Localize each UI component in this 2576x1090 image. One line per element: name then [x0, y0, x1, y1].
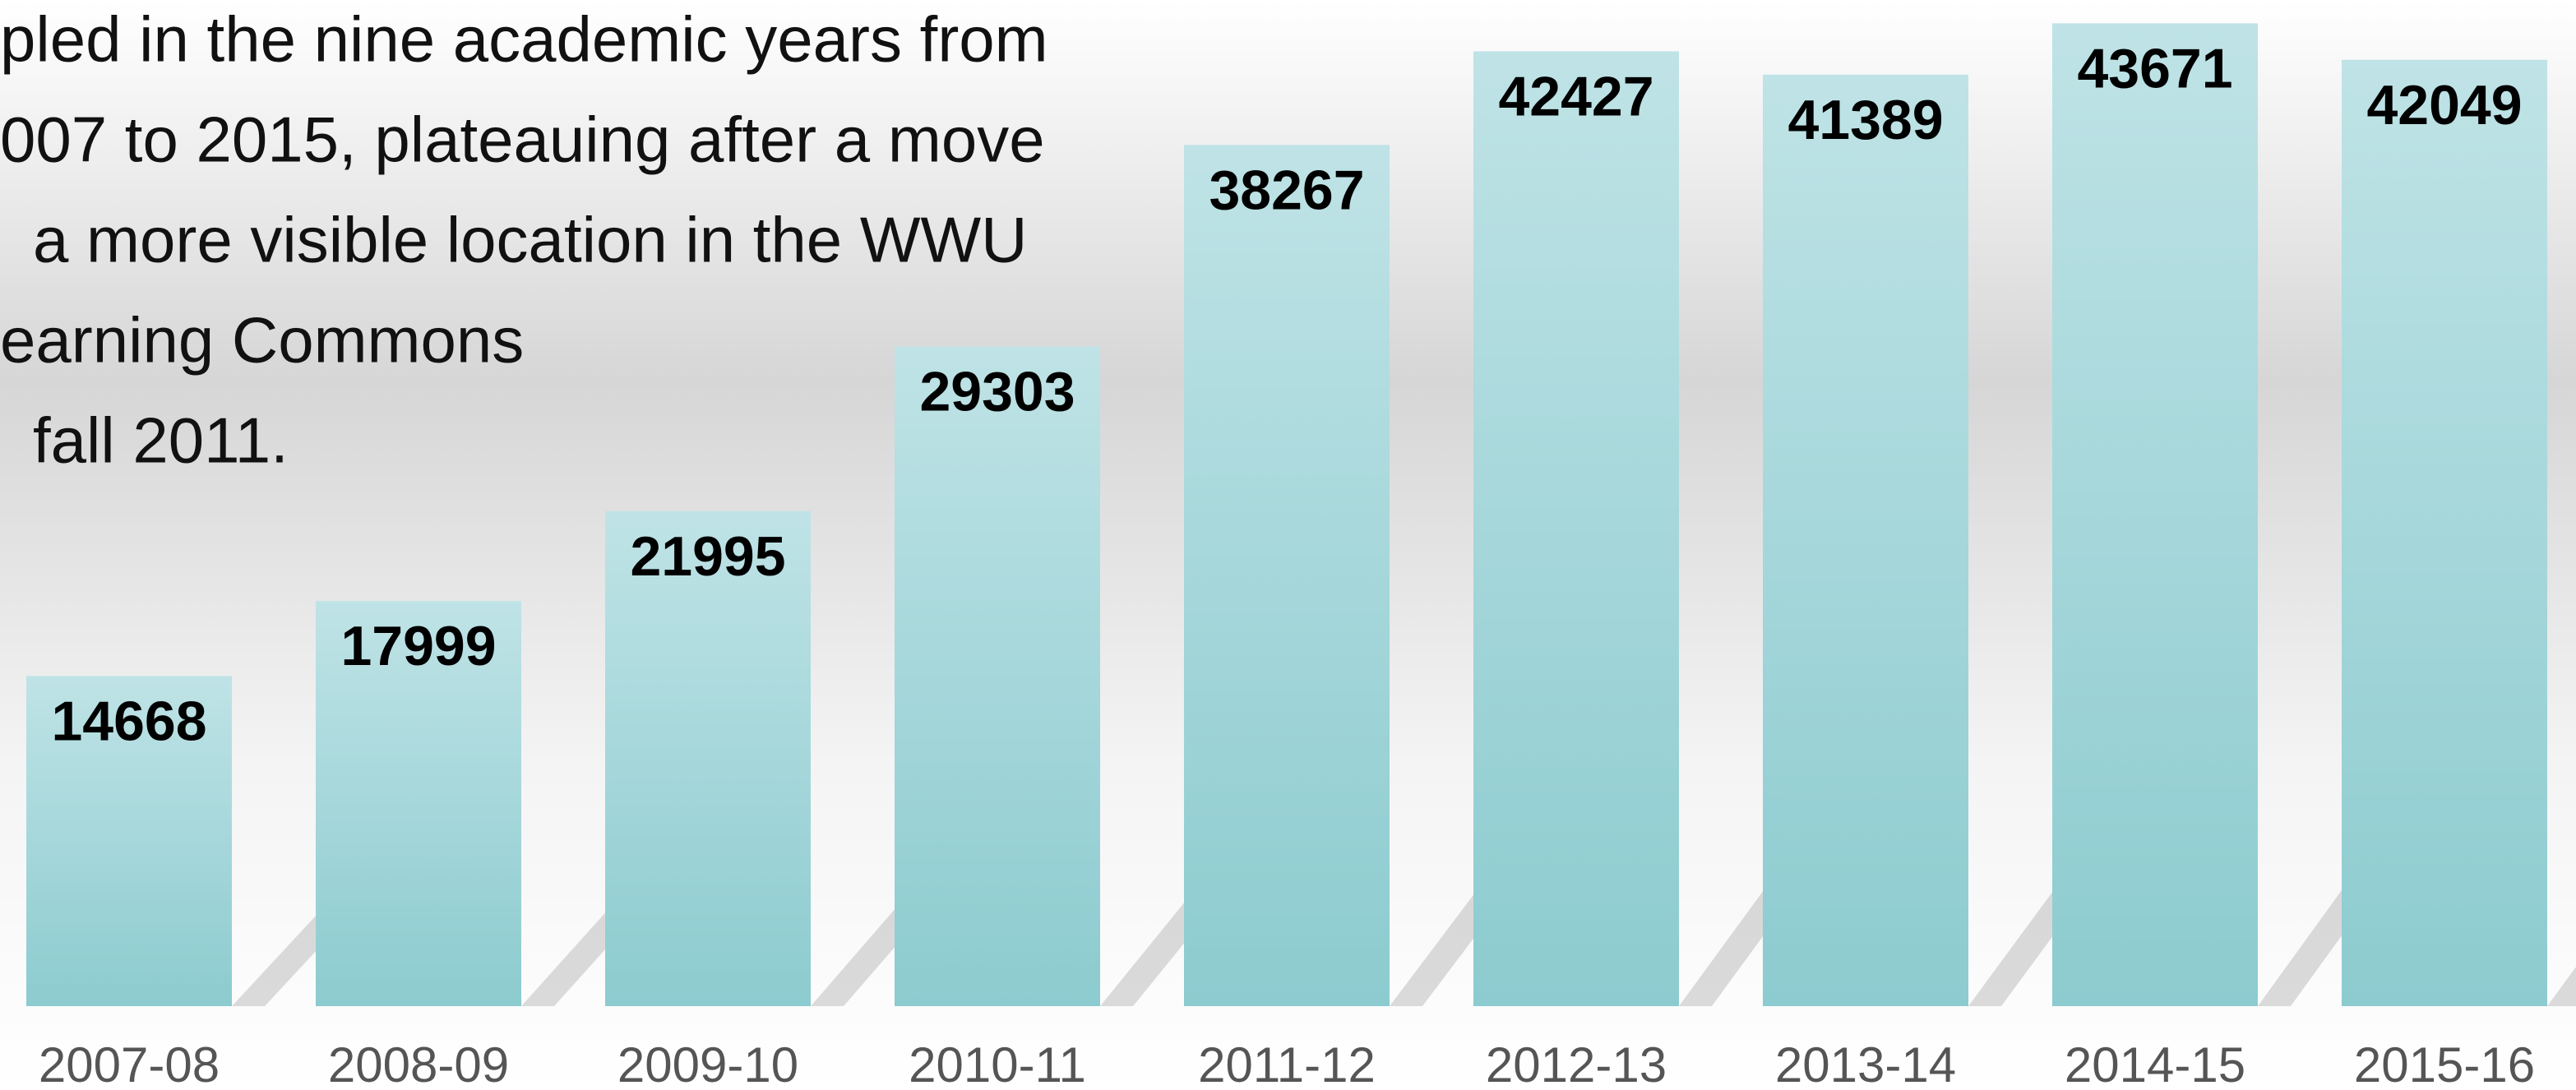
annotation-line: fall 2011.: [33, 404, 289, 477]
annotation-line: a more visible location in the WWU: [33, 204, 1027, 276]
value-label: 38267: [1209, 159, 1364, 221]
annotation-line: pled in the nine academic years from: [0, 3, 1048, 76]
x-tick-label: 2012-13: [1486, 1037, 1667, 1090]
value-label: 41389: [1787, 89, 1943, 151]
bar: [2052, 23, 2258, 1007]
bar: [605, 510, 811, 1006]
x-tick-label: 2015-16: [2354, 1037, 2535, 1090]
bar: [2342, 59, 2547, 1006]
value-label: 42049: [2366, 74, 2522, 136]
bar: [1473, 51, 1679, 1007]
value-label: 42427: [1498, 65, 1653, 127]
x-tick-label: 2013-14: [1775, 1037, 1956, 1090]
x-tick-label: 2009-10: [617, 1037, 798, 1090]
annotation-line: 007 to 2015, plateauing after a move: [0, 104, 1045, 176]
bar: [316, 601, 521, 1006]
annotation: pled in the nine academic years from 007…: [0, 3, 1048, 477]
x-tick-label: 2007-08: [39, 1037, 220, 1090]
bar: [26, 676, 232, 1006]
bar: [1763, 74, 1968, 1006]
value-label: 21995: [630, 525, 785, 588]
bar-shadow: [2547, 967, 2576, 1006]
bar: [895, 346, 1100, 1006]
bar: [1184, 145, 1390, 1006]
x-tick-label: 2010-11: [909, 1037, 1086, 1090]
annotation-line: earning Commons: [0, 304, 524, 376]
x-tick-label: 2014-15: [2065, 1037, 2245, 1090]
value-label: 17999: [340, 615, 496, 677]
value-label: 43671: [2077, 37, 2232, 99]
value-label: 14668: [51, 690, 206, 752]
value-label: 29303: [919, 361, 1075, 423]
x-tick-label: 2011-12: [1198, 1037, 1376, 1090]
x-tick-label: 2008-09: [328, 1037, 509, 1090]
